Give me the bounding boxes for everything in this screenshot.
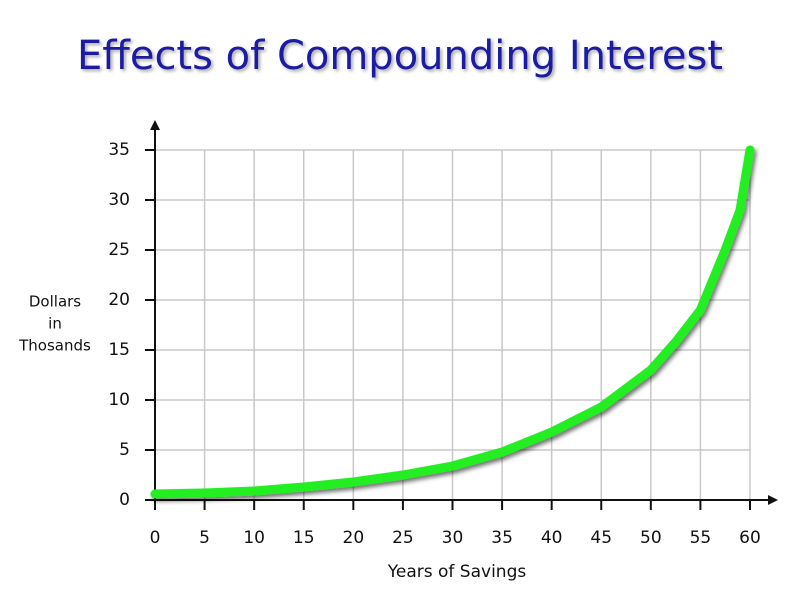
x-axis-label: Years of Savings: [387, 562, 527, 582]
chart-title: Effects of Compounding Interest: [77, 33, 723, 79]
y-tick-label: 5: [119, 440, 130, 460]
data-line: [150, 145, 755, 499]
x-arrow: [768, 495, 778, 505]
x-tick-label: 45: [590, 528, 612, 548]
y-tick-label: 25: [108, 240, 130, 260]
axes: [145, 120, 778, 510]
x-tick-label: 50: [640, 528, 662, 548]
y-tick-label: 30: [108, 190, 130, 210]
x-tick-label: 25: [392, 528, 414, 548]
y-arrow: [150, 120, 160, 130]
y-tick-label: 10: [108, 390, 130, 410]
x-tick-label: 55: [690, 528, 712, 548]
y-tick-label: 20: [108, 290, 130, 310]
x-tick-label: 35: [491, 528, 513, 548]
x-tick-label: 10: [243, 528, 265, 548]
y-axis-label: in: [48, 315, 62, 333]
x-tick-label: 0: [150, 528, 161, 548]
y-tick-label: 15: [108, 340, 130, 360]
x-tick-label: 20: [343, 528, 365, 548]
x-tick-label: 5: [199, 528, 210, 548]
x-tick-label: 30: [442, 528, 464, 548]
grid: [154, 149, 751, 501]
y-axis-label: Thosands: [18, 337, 91, 355]
x-tick-label: 60: [739, 528, 761, 548]
x-tick-label: 15: [293, 528, 315, 548]
y-tick-label: 0: [119, 490, 130, 510]
y-tick-label: 35: [108, 140, 130, 160]
y-axis-label: Dollars: [29, 293, 81, 311]
x-tick-label: 40: [541, 528, 563, 548]
